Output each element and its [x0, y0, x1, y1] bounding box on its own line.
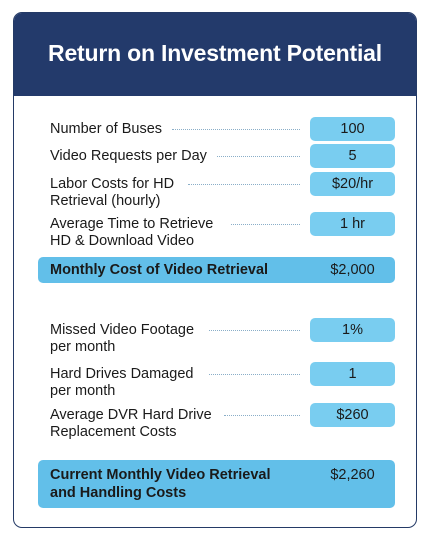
dotted-leader	[224, 415, 300, 416]
value-box: 5	[310, 144, 395, 168]
dotted-leader	[209, 374, 300, 375]
row-label: Average DVR Hard Drive Replacement Costs	[50, 407, 212, 440]
value-box: 1 hr	[310, 212, 395, 236]
row-label: Hard Drives Damaged per month	[50, 366, 194, 399]
row-label: Labor Costs for HD Retrieval (hourly)	[50, 176, 175, 209]
value-box: 1	[310, 362, 395, 386]
row-label: Number of Buses	[50, 121, 163, 137]
card-header: Return on Investment Potential	[14, 13, 416, 96]
value-box: 1%	[310, 318, 395, 342]
dotted-leader	[231, 224, 300, 225]
total-value: $2,000	[330, 262, 375, 278]
dotted-leader	[188, 184, 300, 185]
dotted-leader	[209, 330, 300, 331]
value-box: $20/hr	[310, 172, 395, 196]
card-title: Return on Investment Potential	[48, 39, 382, 66]
total-monthly-cost: Monthly Cost of Video Retrieval $2,000	[38, 257, 395, 283]
dotted-leader	[172, 129, 300, 130]
row-label: Missed Video Footage per month	[50, 322, 195, 355]
value-box: 100	[310, 117, 395, 141]
total-value: $2,260	[330, 467, 375, 483]
row-label: Average Time to Retrieve HD & Download V…	[50, 216, 214, 249]
total-label: Current Monthly Video Retrieval and Hand…	[50, 467, 271, 501]
total-label: Monthly Cost of Video Retrieval	[50, 262, 269, 278]
total-current-monthly: Current Monthly Video Retrieval and Hand…	[38, 460, 395, 508]
row-label: Video Requests per Day	[50, 148, 207, 164]
dotted-leader	[217, 156, 300, 157]
value-box: $260	[310, 403, 395, 427]
roi-card: Return on Investment Potential Number of…	[13, 12, 417, 528]
